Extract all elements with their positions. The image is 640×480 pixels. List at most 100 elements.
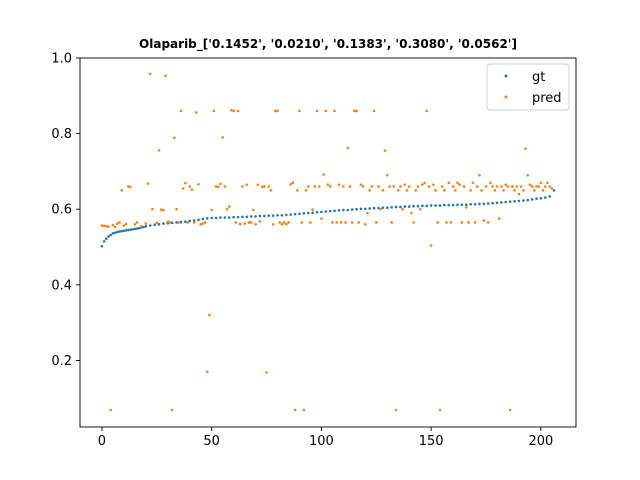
pred-point [434,189,437,192]
pred-point [359,183,363,186]
pred-point [368,189,372,192]
gt-point [513,199,516,203]
gt-point [105,237,108,241]
pred-point [550,187,554,190]
pred-point [179,109,183,113]
gt-point [232,215,235,219]
gt-point [263,214,266,218]
pred-point [289,182,292,186]
gt-point [258,214,262,218]
pred-point [203,221,207,224]
gt-point [377,206,380,210]
pred-point [344,221,347,224]
pred-point [245,183,249,186]
pred-point [522,189,525,192]
pred-point [205,370,209,374]
gt-point [434,204,437,207]
pred-point [484,185,488,188]
pred-point [164,74,167,78]
pred-point [361,185,365,188]
gt-point [364,207,367,211]
gt-point [271,214,275,217]
pred-point [181,187,185,190]
legend-label-gt: gt [532,70,545,85]
gt-point [482,202,486,206]
pred-point [379,207,382,211]
chart-title: Olaparib_['0.1452', '0.0210', '0.1383', … [139,37,517,52]
gt-point [298,212,301,216]
pred-point [313,185,317,188]
pred-point [188,185,192,188]
pred-point [168,221,172,224]
gt-point [197,218,200,222]
gt-point [517,199,521,203]
pred-point [265,371,268,374]
gt-point [407,205,411,208]
pred-point [223,185,227,188]
pred-point [528,183,532,186]
gt-point [306,211,310,215]
gt-point [241,215,244,219]
pred-point [300,221,303,224]
pred-point [306,185,310,188]
pred-point [241,185,244,188]
pred-point [170,408,174,412]
gt-point [188,219,192,223]
gt-point [504,200,508,204]
pred-point [278,221,282,224]
pred-point [486,221,490,224]
pred-point [269,189,273,192]
gt-point [359,207,363,211]
pred-point [348,185,352,188]
pred-point [320,217,323,220]
gt-point [170,221,174,225]
pred-point [309,221,312,224]
pred-point [456,181,459,185]
gt-point [451,203,455,207]
gt-point [447,203,451,207]
gt-point [129,228,132,231]
pred-point [162,209,165,212]
gt-point [214,216,218,220]
gt-point [337,209,341,212]
gt-point [126,228,130,232]
pred-point [148,72,152,76]
pred-point [331,221,334,224]
gt-point [390,206,393,209]
pred-point [478,173,481,177]
pred-point [230,108,233,112]
gt-point [124,229,128,232]
pred-point [460,221,464,224]
pred-point [500,185,503,188]
pred-point [291,181,295,185]
pred-point [451,185,455,188]
pred-point [449,221,453,224]
series-gt [100,189,556,248]
gt-point [350,208,354,211]
gt-point [162,222,165,225]
pred-point [166,220,170,224]
pred-point [543,185,547,188]
pred-point [210,208,213,212]
pred-point [421,183,424,186]
pred-point [157,148,161,152]
pred-point [135,221,139,224]
gt-point [530,198,534,201]
pred-point [385,173,389,177]
pred-point [440,185,444,188]
pred-point [427,185,431,188]
x-tick-label: 100 [309,434,334,449]
x-tick-label: 200 [528,434,553,449]
gt-point [535,197,538,200]
pred-point [482,219,486,222]
gt-point [120,229,123,233]
gt-point [508,200,512,203]
pred-point [443,189,446,192]
pred-point [541,189,545,192]
pred-point [298,109,301,113]
pred-point [394,408,398,412]
pred-point [407,185,411,188]
gt-point [137,226,141,230]
pred-point [317,185,321,188]
pred-point [304,189,308,192]
